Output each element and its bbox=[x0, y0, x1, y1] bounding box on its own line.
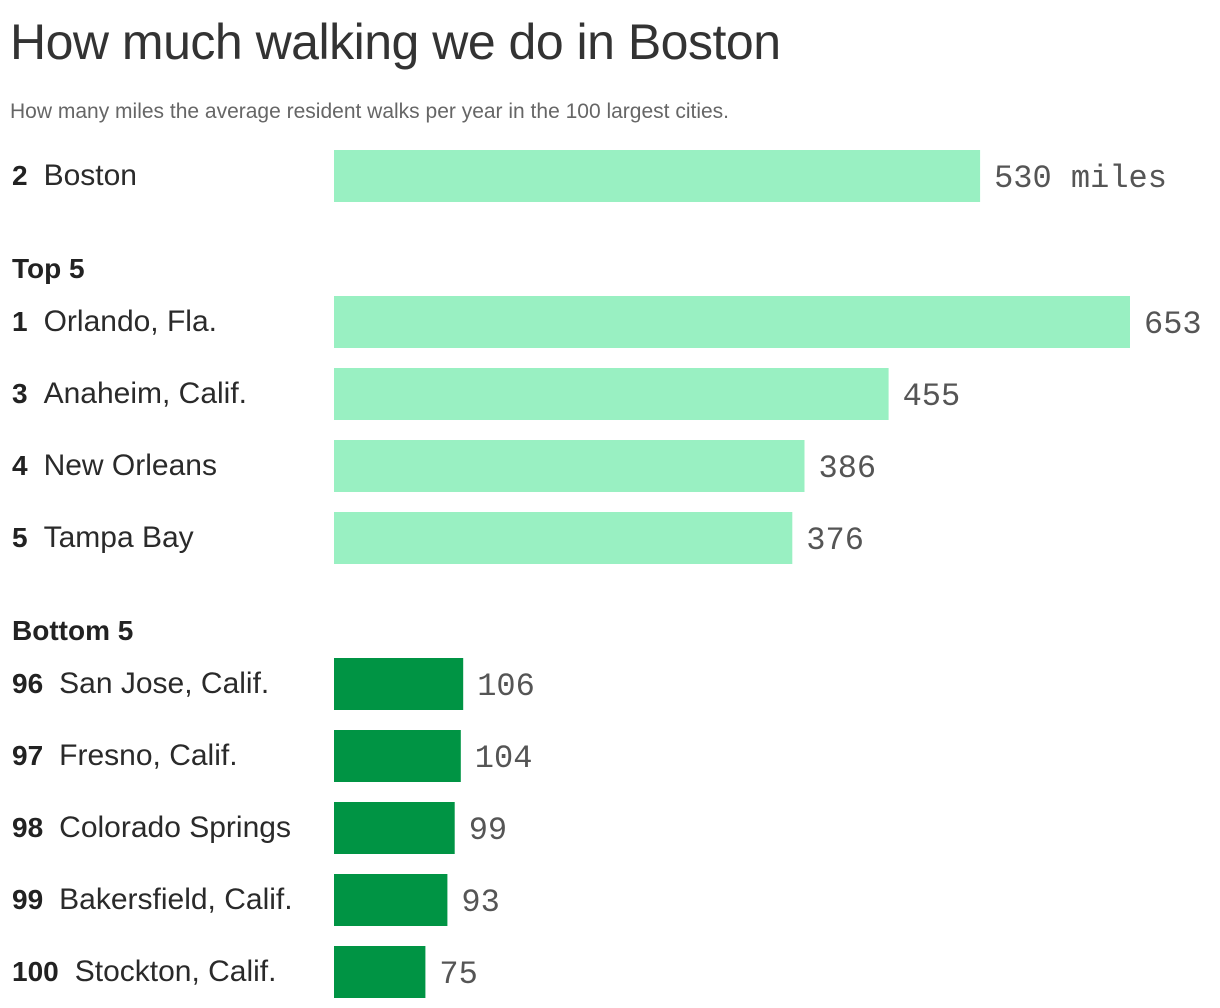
chart-title: How much walking we do in Boston bbox=[10, 14, 781, 70]
city-label: Boston bbox=[44, 159, 137, 192]
rank-label: 99 bbox=[12, 884, 43, 915]
value-label: 75 bbox=[439, 956, 477, 993]
rank-label: 3 bbox=[12, 378, 28, 409]
rank-label: 1 bbox=[12, 306, 28, 337]
value-label: 106 bbox=[477, 668, 535, 705]
bar bbox=[334, 440, 805, 492]
city-label: Colorado Springs bbox=[59, 811, 291, 844]
city-label: Fresno, Calif. bbox=[59, 739, 237, 772]
bar bbox=[334, 296, 1130, 348]
value-label: 376 bbox=[806, 522, 864, 559]
rank-label: 100 bbox=[12, 956, 59, 987]
city-label: San Jose, Calif. bbox=[59, 667, 269, 700]
city-label: Anaheim, Calif. bbox=[44, 377, 247, 410]
bar bbox=[334, 658, 464, 710]
city-label: New Orleans bbox=[44, 449, 217, 482]
bar bbox=[334, 512, 793, 564]
rank-label: 96 bbox=[12, 668, 43, 699]
bar bbox=[334, 946, 426, 998]
city-label: Tampa Bay bbox=[44, 521, 194, 554]
section-heading: Bottom 5 bbox=[12, 615, 133, 646]
value-label: 386 bbox=[819, 450, 877, 487]
value-label: 93 bbox=[461, 884, 499, 921]
bar bbox=[334, 874, 448, 926]
city-label: Bakersfield, Calif. bbox=[59, 883, 292, 916]
value-label: 653 bbox=[1144, 306, 1202, 343]
value-label: 99 bbox=[469, 812, 507, 849]
value-label: 104 bbox=[475, 740, 533, 777]
rank-label: 5 bbox=[12, 522, 28, 553]
value-label: 530 miles bbox=[994, 160, 1167, 197]
section-heading: Top 5 bbox=[12, 253, 85, 284]
bar bbox=[334, 368, 889, 420]
chart-subtitle: How many miles the average resident walk… bbox=[10, 100, 730, 123]
bar bbox=[334, 802, 455, 854]
rank-label: 4 bbox=[12, 450, 28, 481]
bar bbox=[334, 150, 981, 202]
bar bbox=[334, 730, 461, 782]
city-label: Orlando, Fla. bbox=[44, 305, 217, 338]
rank-label: 2 bbox=[12, 160, 28, 191]
rank-label: 98 bbox=[12, 812, 43, 843]
rank-label: 97 bbox=[12, 740, 43, 771]
value-label: 455 bbox=[903, 378, 961, 415]
city-label: Stockton, Calif. bbox=[75, 955, 277, 988]
